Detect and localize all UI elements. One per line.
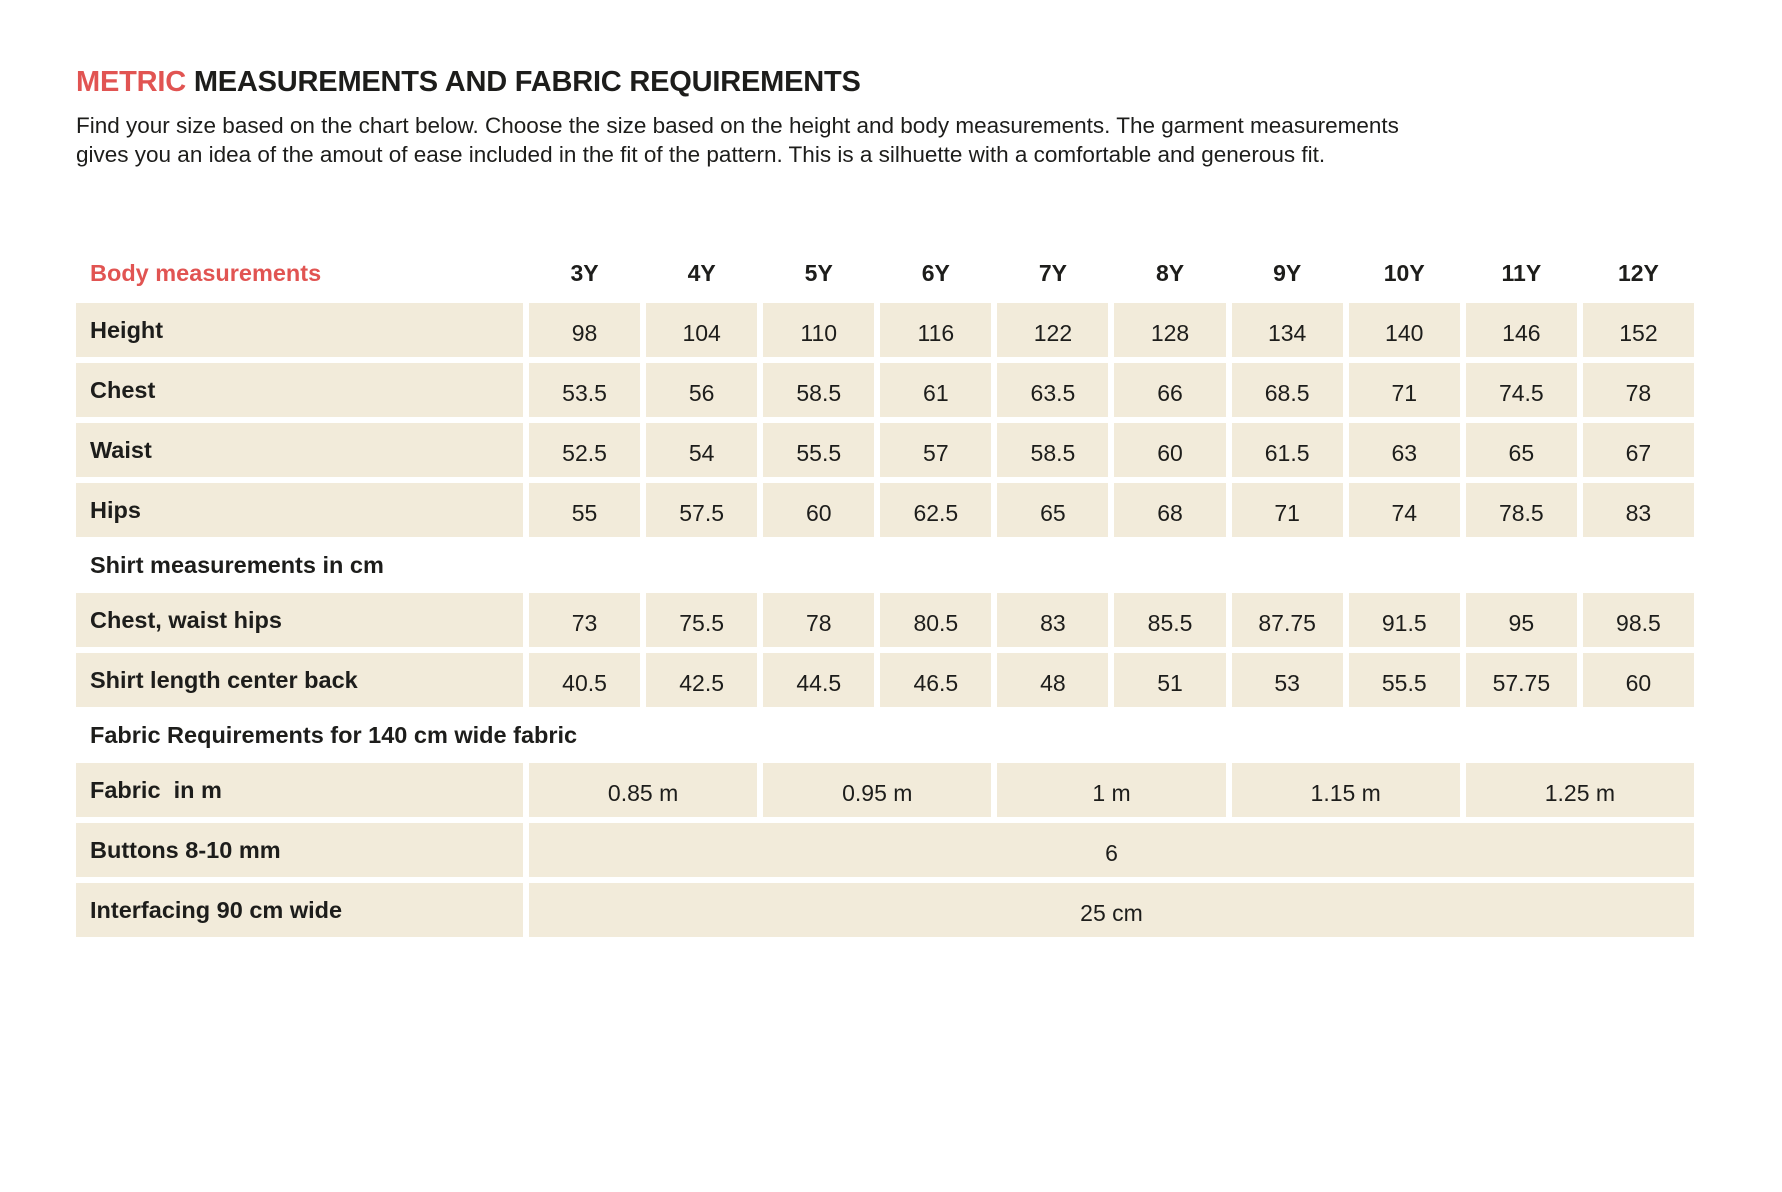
value-cell: 122 [997, 303, 1109, 357]
value-cell: 91.5 [1348, 593, 1460, 647]
size-column-header: 9Y [1231, 255, 1343, 295]
value-cell: 152 [1582, 303, 1694, 357]
value-cell: 71 [1231, 483, 1343, 537]
row-label: Hips [76, 483, 523, 537]
value-cell: 42.5 [646, 653, 758, 707]
spanned-value-cell: 0.85 m [529, 763, 758, 817]
value-cell: 48 [997, 653, 1109, 707]
section-header-shirt-measurements: Shirt measurements in cm [76, 543, 1694, 587]
value-cell: 74 [1348, 483, 1460, 537]
value-cell: 60 [1114, 423, 1226, 477]
value-cell: 51 [1114, 653, 1226, 707]
value-cell: 57.75 [1465, 653, 1577, 707]
value-cell: 128 [1114, 303, 1226, 357]
row-label: Shirt length center back [76, 653, 523, 707]
spanned-value-cell: 6 [529, 823, 1694, 877]
value-cell: 95 [1465, 593, 1577, 647]
row-label: Waist [76, 423, 523, 477]
size-column-header: 4Y [646, 255, 758, 295]
value-cell: 83 [997, 593, 1109, 647]
value-cell: 63.5 [997, 363, 1109, 417]
description-line-2: gives you an idea of the amout of ease i… [76, 142, 1326, 167]
value-cell: 83 [1582, 483, 1694, 537]
spanned-value-cell: 0.95 m [763, 763, 992, 817]
value-cell: 116 [880, 303, 992, 357]
value-cell: 60 [1582, 653, 1694, 707]
row-label: Fabric in m [76, 763, 523, 817]
page-title-accent: METRIC [76, 66, 186, 98]
row-label: Height [76, 303, 523, 357]
value-cell: 74.5 [1465, 363, 1577, 417]
value-cell: 63 [1348, 423, 1460, 477]
value-cell: 40.5 [529, 653, 641, 707]
value-cell: 60 [763, 483, 875, 537]
section-header-fabric-requirements: Fabric Requirements for 140 cm wide fabr… [76, 713, 1694, 757]
value-cell: 146 [1465, 303, 1577, 357]
size-column-header: 3Y [529, 255, 641, 295]
value-cell: 67 [1582, 423, 1694, 477]
page-title-rest: MEASUREMENTS AND FABRIC REQUIREMENTS [185, 66, 861, 98]
value-cell: 55.5 [1348, 653, 1460, 707]
size-column-header: 12Y [1582, 255, 1694, 295]
value-cell: 98.5 [1582, 593, 1694, 647]
row-label: Interfacing 90 cm wide [76, 883, 523, 937]
value-cell: 55.5 [763, 423, 875, 477]
value-cell: 53.5 [529, 363, 641, 417]
value-cell: 85.5 [1114, 593, 1226, 647]
value-cell: 78 [763, 593, 875, 647]
value-cell: 55 [529, 483, 641, 537]
value-cell: 57.5 [646, 483, 758, 537]
row-label: Chest [76, 363, 523, 417]
description: Find your size based on the chart below.… [76, 111, 1782, 169]
value-cell: 71 [1348, 363, 1460, 417]
size-column-header: 6Y [880, 255, 992, 295]
table-header-body-measurements: Body measurements [76, 255, 523, 295]
value-cell: 98 [529, 303, 641, 357]
value-cell: 65 [997, 483, 1109, 537]
size-column-header: 7Y [997, 255, 1109, 295]
value-cell: 73 [529, 593, 641, 647]
size-column-header: 11Y [1465, 255, 1577, 295]
value-cell: 68 [1114, 483, 1226, 537]
page-title: METRIC MEASUREMENTS AND FABRIC REQUIREME… [76, 66, 1782, 99]
value-cell: 46.5 [880, 653, 992, 707]
value-cell: 44.5 [763, 653, 875, 707]
value-cell: 62.5 [880, 483, 992, 537]
value-cell: 56 [646, 363, 758, 417]
value-cell: 58.5 [997, 423, 1109, 477]
size-column-header: 10Y [1348, 255, 1460, 295]
value-cell: 140 [1348, 303, 1460, 357]
value-cell: 61.5 [1231, 423, 1343, 477]
spanned-value-cell: 25 cm [529, 883, 1694, 937]
document-page: METRIC MEASUREMENTS AND FABRIC REQUIREME… [76, 66, 1782, 937]
value-cell: 68.5 [1231, 363, 1343, 417]
value-cell: 53 [1231, 653, 1343, 707]
value-cell: 87.75 [1231, 593, 1343, 647]
value-cell: 75.5 [646, 593, 758, 647]
row-label: Chest, waist hips [76, 593, 523, 647]
value-cell: 52.5 [529, 423, 641, 477]
value-cell: 134 [1231, 303, 1343, 357]
spanned-value-cell: 1 m [997, 763, 1226, 817]
size-column-header: 5Y [763, 255, 875, 295]
measurements-table: Body measurements 3Y 4Y 5Y 6Y 7Y 8Y 9Y 10Y 11Y 12Y… [76, 255, 1694, 937]
value-cell: 104 [646, 303, 758, 357]
value-cell: 78.5 [1465, 483, 1577, 537]
value-cell: 110 [763, 303, 875, 357]
spanned-value-cell: 1.15 m [1231, 763, 1460, 817]
row-label: Buttons 8-10 mm [76, 823, 523, 877]
value-cell: 80.5 [880, 593, 992, 647]
value-cell: 58.5 [763, 363, 875, 417]
value-cell: 61 [880, 363, 992, 417]
value-cell: 54 [646, 423, 758, 477]
description-line-1: Find your size based on the chart below.… [76, 113, 1399, 138]
value-cell: 65 [1465, 423, 1577, 477]
value-cell: 57 [880, 423, 992, 477]
value-cell: 78 [1582, 363, 1694, 417]
spanned-value-cell: 1.25 m [1465, 763, 1694, 817]
size-column-header: 8Y [1114, 255, 1226, 295]
value-cell: 66 [1114, 363, 1226, 417]
